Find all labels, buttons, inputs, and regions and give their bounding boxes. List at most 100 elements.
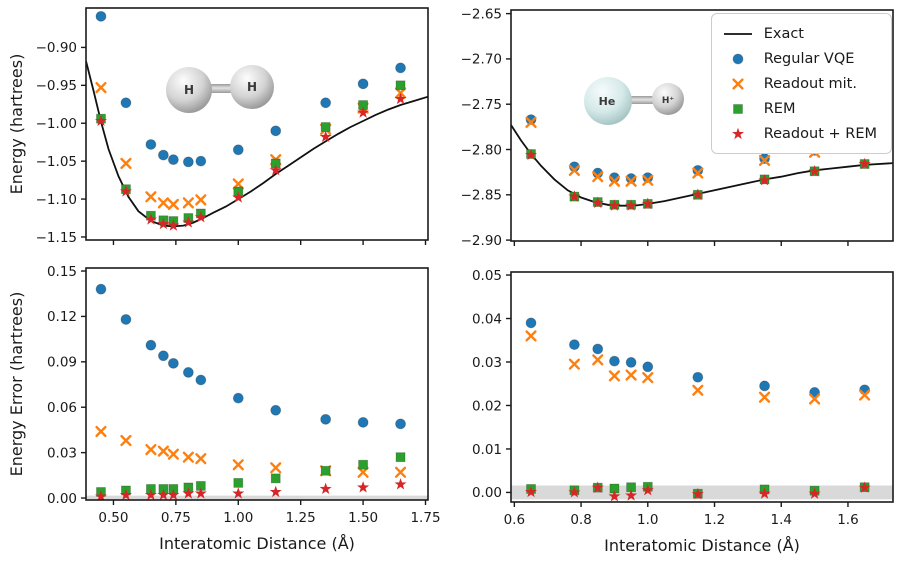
data-point	[157, 197, 169, 209]
data-point	[182, 487, 195, 499]
data-point	[182, 216, 195, 228]
plot-area	[86, 10, 428, 231]
y-tick-label: 0.00	[47, 491, 77, 507]
data-point	[642, 172, 654, 183]
y-tick-label: 0.09	[47, 355, 77, 371]
data-point	[758, 174, 771, 186]
data-point	[395, 62, 406, 74]
data-point	[859, 389, 871, 401]
y-tick-label: 0.06	[47, 400, 77, 416]
hydrogen-atom	[230, 65, 274, 109]
data-point	[182, 451, 194, 463]
data-point	[641, 483, 654, 496]
x-tick-label: 1.75	[410, 510, 440, 526]
data-point	[568, 190, 581, 202]
data-point	[357, 466, 369, 478]
data-point	[270, 125, 282, 137]
data-point	[692, 164, 704, 176]
data-point	[808, 393, 821, 405]
plot-area	[511, 114, 893, 211]
series-readout-mit-	[525, 330, 871, 405]
data-point	[758, 391, 771, 403]
data-point	[358, 459, 368, 470]
data-point	[625, 357, 637, 368]
data-point	[525, 114, 537, 126]
y-tick-label: 0.04	[472, 311, 502, 327]
data-point	[525, 330, 537, 342]
data-point	[525, 317, 537, 329]
y-tick-label: −1.05	[36, 154, 77, 170]
data-point	[394, 466, 407, 478]
axes-spines	[510, 271, 894, 503]
data-point	[357, 106, 370, 118]
data-point	[232, 487, 245, 499]
x-tick-label: 0.6	[504, 512, 525, 528]
data-point	[270, 473, 281, 484]
hydrogen-ion-atom	[652, 83, 684, 115]
data-point	[692, 167, 704, 179]
data-point	[859, 384, 871, 396]
data-point	[625, 173, 637, 184]
legend-entry-rem: REM	[720, 96, 877, 121]
h2-molecule-image: H H	[166, 65, 274, 113]
data-point	[144, 213, 157, 225]
y-tick-label: −2.80	[461, 142, 502, 158]
y-tick-label: −1.15	[36, 230, 77, 246]
data-point	[269, 485, 282, 498]
data-point	[195, 194, 207, 206]
data-point	[625, 199, 638, 211]
series-rem	[526, 149, 870, 210]
data-point	[692, 371, 704, 383]
series-rem	[96, 452, 406, 497]
y-tick-label: 0.02	[472, 398, 502, 414]
series-readout-rem	[525, 148, 871, 211]
x-marker-icon	[732, 77, 744, 90]
data-point	[232, 178, 244, 190]
axes-spines	[85, 7, 429, 241]
data-point	[145, 191, 157, 203]
data-point	[157, 445, 169, 457]
square-marker-icon	[732, 103, 743, 114]
data-point	[642, 361, 654, 373]
data-point	[357, 416, 369, 428]
data-point	[195, 155, 207, 167]
y-tick-label: 0.05	[472, 268, 502, 284]
hydrogen-atom	[166, 67, 212, 113]
legend-entry-regular-vqe: Regular VQE	[720, 46, 877, 71]
data-point	[167, 198, 179, 210]
legend-label: Exact	[763, 25, 804, 42]
x-tick-label: 1.6	[837, 512, 858, 528]
heh-error-chart: 0.6 0.8 1.0 1.2 1.4 1.6 0.00 0.01 0.02 0.03 0.04 0.…	[472, 268, 894, 555]
data-point	[232, 144, 244, 156]
series-regular-vqe	[525, 317, 871, 398]
data-point	[731, 127, 744, 139]
data-point	[194, 210, 207, 223]
y-tick-label: −1.00	[36, 116, 77, 132]
data-point	[568, 358, 580, 370]
data-point	[641, 197, 654, 209]
x-axis-label: Interatomic Distance (Å)	[604, 536, 800, 555]
data-point	[395, 452, 406, 463]
data-point	[270, 404, 282, 416]
heh-atom1-label: He	[599, 95, 616, 108]
h2-bond	[188, 84, 251, 93]
y-tick-label: −2.70	[461, 52, 502, 68]
data-point	[608, 199, 621, 211]
data-point	[320, 122, 331, 132]
plot-area	[86, 283, 428, 500]
data-point	[625, 369, 637, 381]
data-point	[608, 370, 621, 382]
legend-label: Readout mit.	[763, 75, 857, 92]
data-point	[182, 367, 194, 378]
series-readout-rem	[94, 92, 407, 231]
data-point	[858, 157, 871, 170]
data-point	[195, 374, 207, 386]
legend-entry-readout-rem: Readout + REM	[720, 121, 877, 146]
data-point	[592, 343, 604, 355]
data-point	[808, 164, 821, 177]
plot-area	[511, 317, 893, 502]
y-tick-label: 0.12	[47, 309, 77, 325]
subplot-heh-energy: −2.65 −2.70 −2.75 −2.80 −2.85 −2.90 He H⁺ Exa…	[450, 0, 900, 255]
series-readout-rem	[94, 478, 407, 500]
data-point	[167, 219, 180, 231]
